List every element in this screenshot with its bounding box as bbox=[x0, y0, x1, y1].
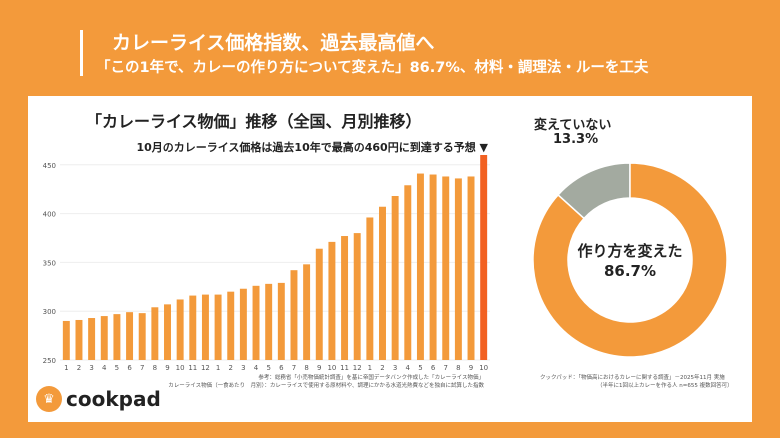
y-tick-label: 450 bbox=[43, 162, 56, 170]
y-tick-label: 300 bbox=[43, 308, 56, 316]
bar bbox=[164, 304, 171, 360]
bar bbox=[75, 319, 83, 360]
x-tick-label: 2 bbox=[77, 364, 81, 372]
bar bbox=[429, 174, 437, 360]
pie-label-changed: 作り方を変えた bbox=[577, 242, 683, 260]
x-tick-label: 3 bbox=[89, 364, 93, 372]
x-tick-label: 11 bbox=[188, 364, 197, 372]
x-tick-label: 1 bbox=[64, 364, 68, 372]
x-tick-label: 10 bbox=[327, 364, 336, 372]
bar bbox=[138, 313, 146, 360]
bar bbox=[239, 288, 247, 360]
pie-slice bbox=[532, 162, 728, 358]
pie-value-unchanged: 13.3% bbox=[553, 132, 599, 147]
chef-hat-icon: ♛ bbox=[36, 386, 62, 412]
chart-note-2: カレーライス物価（一食あたり 月別）：カレーライスで使用する原材料や、調理にかか… bbox=[168, 383, 484, 389]
x-tick-label: 12 bbox=[201, 364, 210, 372]
x-tick-label: 7 bbox=[444, 364, 448, 372]
x-tick-label: 6 bbox=[431, 364, 436, 372]
x-tick-label: 7 bbox=[140, 364, 144, 372]
page-title: カレーライス価格指数、過去最高値へ bbox=[112, 32, 435, 54]
bar bbox=[404, 185, 412, 360]
x-tick-label: 5 bbox=[115, 364, 119, 372]
pie-source-2: （半年に1回以上カレーを作る人 n=655 複数回答可） bbox=[597, 383, 733, 389]
x-tick-label: 3 bbox=[393, 364, 397, 372]
bar bbox=[201, 294, 209, 360]
bar bbox=[265, 283, 273, 360]
pie-source-1: クックパッド：「物価高におけるカレーに関する調査」－2025年11月 実施 bbox=[540, 375, 725, 381]
y-tick-label: 350 bbox=[43, 259, 56, 267]
bar bbox=[88, 318, 96, 360]
pie-chart bbox=[532, 162, 728, 358]
x-tick-label: 5 bbox=[418, 364, 422, 372]
x-tick-label: 8 bbox=[153, 364, 157, 372]
bar bbox=[252, 285, 260, 360]
bar bbox=[442, 176, 450, 360]
x-tick-label: 2 bbox=[229, 364, 233, 372]
y-tick-label: 400 bbox=[43, 211, 56, 219]
x-tick-label: 6 bbox=[279, 364, 284, 372]
x-tick-label: 8 bbox=[304, 364, 308, 372]
bar bbox=[341, 236, 349, 360]
x-tick-label: 2 bbox=[380, 364, 384, 372]
bar bbox=[480, 155, 488, 360]
x-tick-label: 5 bbox=[266, 364, 270, 372]
bar-chart-annotation: 10月のカレーライス価格は過去10年で最高の460円に到達する予想 ▼ bbox=[136, 141, 488, 154]
x-tick-label: 9 bbox=[317, 364, 321, 372]
x-tick-label: 8 bbox=[456, 364, 460, 372]
content-panel bbox=[28, 96, 752, 422]
bar bbox=[151, 307, 159, 360]
x-tick-label: 6 bbox=[127, 364, 132, 372]
bar bbox=[303, 264, 311, 360]
pie-value-changed: 86.7% bbox=[603, 262, 657, 280]
cookpad-logo: ♛ cookpad bbox=[36, 386, 161, 412]
x-tick-label: 4 bbox=[102, 364, 107, 372]
bar bbox=[315, 248, 323, 360]
bar bbox=[391, 196, 399, 360]
bar bbox=[100, 316, 108, 360]
x-tick-label: 9 bbox=[165, 364, 169, 372]
bar bbox=[126, 312, 134, 360]
bar bbox=[214, 294, 222, 360]
bar bbox=[62, 320, 70, 360]
bar bbox=[290, 270, 298, 360]
bar bbox=[277, 282, 285, 360]
bar bbox=[113, 314, 121, 360]
x-tick-label: 10 bbox=[176, 364, 185, 372]
page-subtitle: 「この1年で、カレーの作り方について変えた」86.7%、材料・調理法・ルーを工夫 bbox=[96, 60, 649, 76]
chart-note-1: 参考：総務省「小売物価統計調査」を基に帝国データバンク作成した「カレーライス物価… bbox=[258, 375, 484, 381]
x-tick-label: 9 bbox=[469, 364, 473, 372]
header-accent-bar bbox=[80, 30, 83, 76]
pie-label-unchanged: 変えていない bbox=[534, 118, 612, 133]
bar bbox=[189, 295, 197, 360]
x-tick-label: 3 bbox=[241, 364, 245, 372]
bar-chart-title: 「カレーライス物価」推移（全国、月別推移） bbox=[86, 112, 422, 131]
bar bbox=[467, 176, 475, 360]
bar bbox=[176, 299, 184, 360]
bar bbox=[227, 291, 235, 360]
x-tick-label: 4 bbox=[254, 364, 259, 372]
bar bbox=[328, 241, 336, 360]
x-tick-label: 7 bbox=[292, 364, 296, 372]
bar bbox=[416, 173, 424, 360]
x-tick-label: 11 bbox=[340, 364, 349, 372]
x-tick-label: 10 bbox=[479, 364, 488, 372]
x-tick-label: 1 bbox=[216, 364, 220, 372]
x-tick-label: 12 bbox=[353, 364, 362, 372]
x-tick-label: 1 bbox=[368, 364, 372, 372]
logo-text: cookpad bbox=[66, 387, 161, 411]
x-tick-label: 4 bbox=[406, 364, 411, 372]
y-tick-label: 250 bbox=[43, 357, 56, 365]
bar bbox=[366, 217, 374, 360]
bar bbox=[454, 178, 462, 360]
bar bbox=[353, 233, 361, 360]
bar bbox=[379, 206, 386, 360]
